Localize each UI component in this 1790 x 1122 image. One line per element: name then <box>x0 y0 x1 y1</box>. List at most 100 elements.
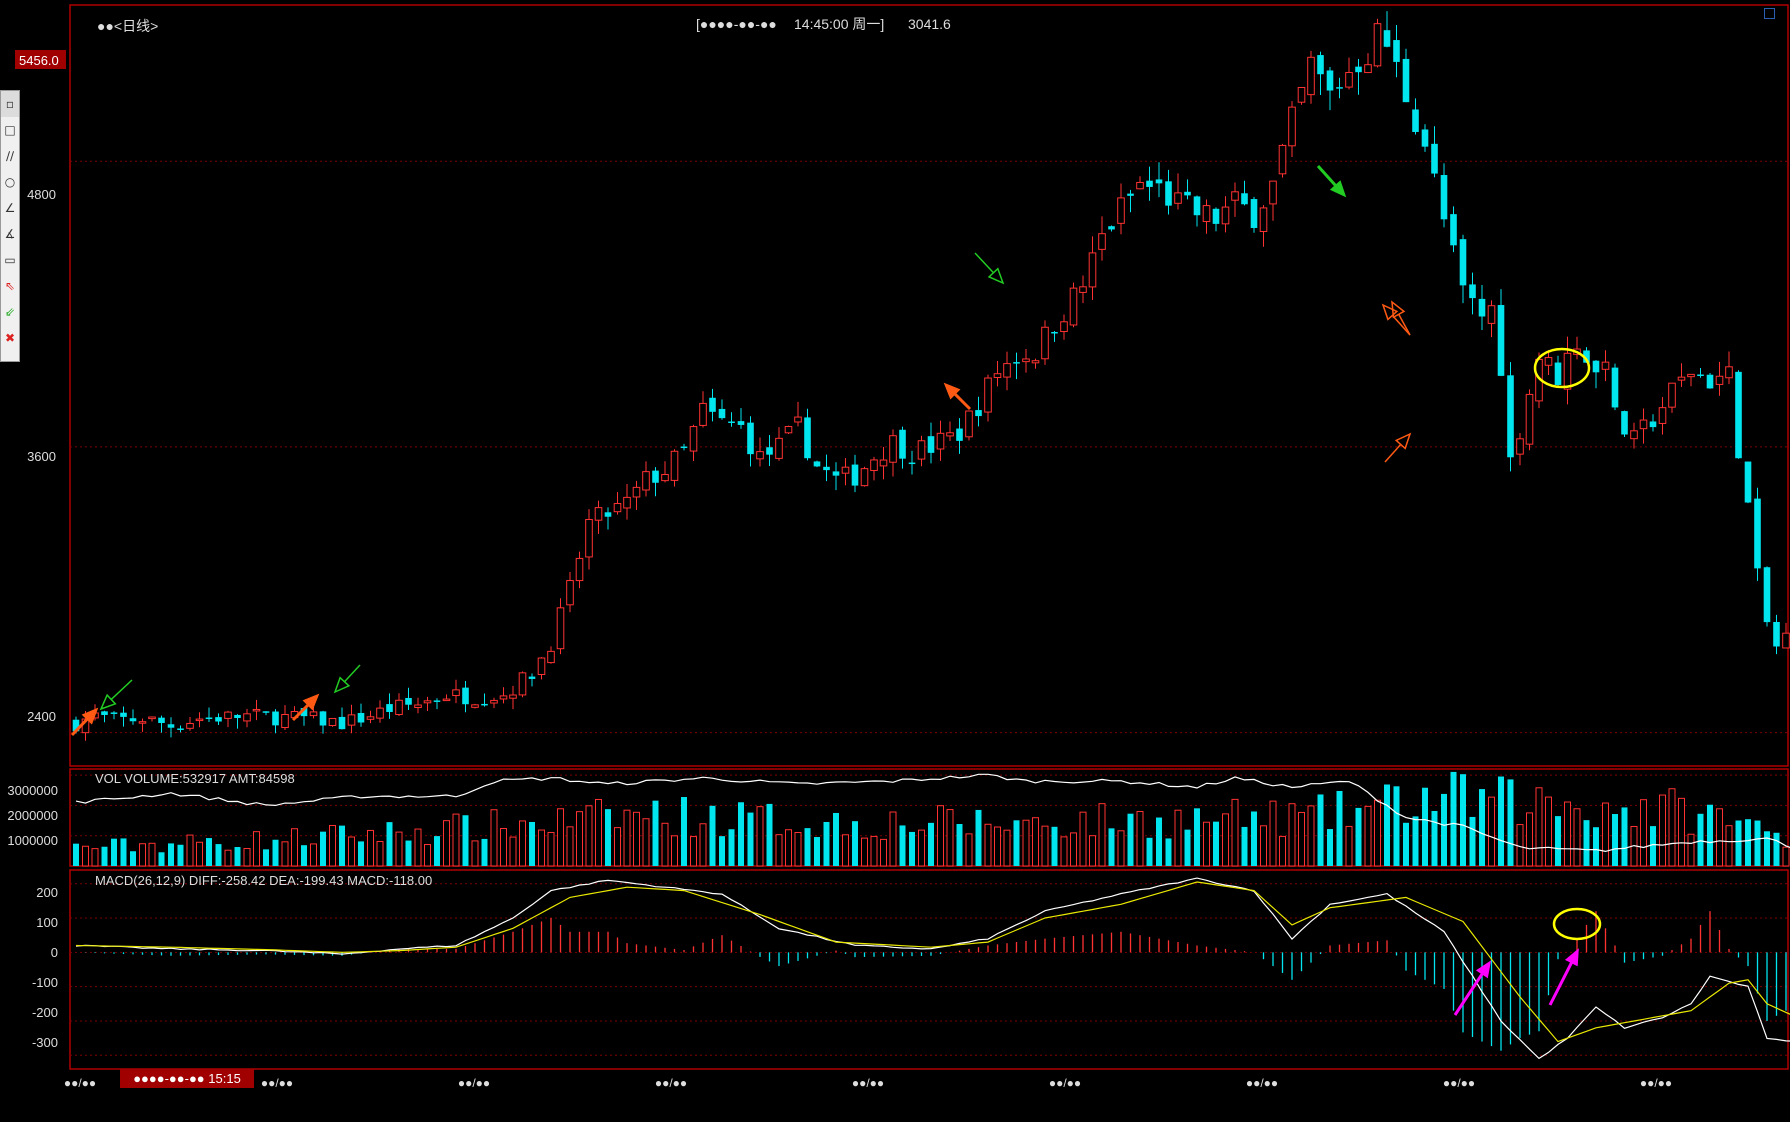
candle <box>1611 363 1619 411</box>
volume-bar <box>91 848 99 867</box>
candle <box>509 685 517 710</box>
volume-bar <box>1022 819 1030 867</box>
candle <box>1336 77 1343 99</box>
volume-bar <box>1241 826 1248 866</box>
orange-arrow-shaft <box>291 703 310 722</box>
volume-bar <box>1764 831 1770 866</box>
volume-bar <box>576 811 583 867</box>
candle-body <box>1450 214 1457 246</box>
volume-bar <box>1327 829 1333 866</box>
volume-bar <box>1687 833 1695 867</box>
candle-body <box>120 712 127 717</box>
volume-bar <box>490 809 498 867</box>
ruler-tool-icon[interactable]: ▭ <box>4 253 16 267</box>
volume-bar <box>633 811 640 867</box>
volume-bar <box>1516 824 1524 867</box>
buy-arrow-tool-icon[interactable]: ⇙ <box>4 305 16 319</box>
fibonacci-tool-icon[interactable]: ∡ <box>4 227 16 241</box>
candle-body <box>566 580 574 606</box>
orange-arrow-shaft <box>953 392 972 411</box>
candle <box>709 388 716 422</box>
candle <box>1317 51 1324 95</box>
candle-body <box>594 507 603 521</box>
candle <box>1041 320 1049 365</box>
green-arrow-shaft <box>110 679 133 700</box>
candle-body <box>1773 621 1780 647</box>
candle <box>1259 205 1268 247</box>
volume-bar <box>538 829 545 867</box>
candle <box>1715 361 1724 396</box>
candle <box>823 454 830 482</box>
candle-body <box>1421 129 1429 147</box>
magenta-arrow-shaft <box>1453 972 1484 1016</box>
volume-bar <box>557 808 564 867</box>
candle-body <box>547 650 555 664</box>
candle <box>917 435 926 467</box>
volume-bar <box>946 809 954 867</box>
angle-tool-icon[interactable]: ∠ <box>4 201 16 215</box>
orange-arrow-head <box>81 707 99 725</box>
candle <box>148 716 156 722</box>
candlesticks[interactable] <box>72 11 1790 741</box>
candle <box>215 713 222 726</box>
volume-bar <box>623 809 631 867</box>
candle-body <box>1193 196 1201 216</box>
candle-body <box>1677 376 1686 381</box>
magenta-arrow-head <box>1564 948 1579 967</box>
rectangle-tool-icon[interactable]: □ <box>4 123 16 137</box>
candle-body <box>670 450 679 481</box>
volume-bar <box>1612 814 1618 866</box>
volume-bar <box>1507 779 1514 866</box>
candle <box>1440 163 1448 228</box>
magenta-arrow <box>1548 948 1579 1006</box>
candle-body <box>1146 180 1153 187</box>
candle <box>908 450 916 475</box>
candle-body <box>984 377 992 413</box>
volume-bar <box>471 840 479 867</box>
candle-body <box>1079 286 1087 293</box>
window-restore-icon[interactable] <box>1764 8 1775 19</box>
volume-bar <box>1060 836 1068 867</box>
candle-body <box>234 714 241 719</box>
candle-body <box>623 496 631 509</box>
orange-arrow <box>1391 300 1411 336</box>
candle-body <box>1487 305 1496 324</box>
volume-bar <box>1384 784 1390 866</box>
sell-arrow-tool-icon[interactable]: ⇖ <box>4 279 16 293</box>
select-tool-icon[interactable]: ▫ <box>1 91 19 117</box>
parallel-lines-tool-icon[interactable]: ∕∕ <box>5 149 15 163</box>
volume-bar <box>1412 816 1419 866</box>
candle-body <box>1469 284 1476 299</box>
candle-body <box>1136 181 1144 190</box>
candle-body <box>215 717 222 722</box>
volume-bar <box>120 838 127 866</box>
candle-body <box>328 717 337 727</box>
candle-body <box>414 704 422 709</box>
volume-bar <box>348 836 355 867</box>
candle <box>632 480 641 510</box>
cursor-time: 14:45:00 周一] <box>794 16 884 32</box>
candle <box>1031 358 1040 369</box>
ellipse-tool-icon[interactable]: ○ <box>4 175 16 189</box>
candle-body <box>604 512 612 517</box>
volume-bar <box>1146 837 1153 866</box>
volume-bar <box>605 809 611 866</box>
orange-arrow <box>70 707 99 737</box>
candle <box>243 708 251 728</box>
volume-bar <box>547 831 555 867</box>
candle <box>120 706 127 727</box>
volume-bar <box>1479 789 1485 866</box>
candle <box>1231 182 1239 217</box>
candle-body <box>775 437 783 459</box>
orange-arrow-shaft <box>1398 313 1411 336</box>
candle <box>699 391 707 428</box>
cursor-date-label-bg <box>120 1069 254 1088</box>
candle-body <box>632 486 641 498</box>
candle-body <box>737 421 745 425</box>
candle-body <box>1041 326 1049 360</box>
delete-tool-icon[interactable]: ✖ <box>4 331 16 345</box>
volume-bar <box>1545 796 1552 867</box>
orange-arrow-shaft <box>70 718 89 737</box>
drawing-toolbar: ▫ □ ∕∕ ○ ∠ ∡ ▭ ⇖ ⇙ ✖ <box>0 90 20 362</box>
